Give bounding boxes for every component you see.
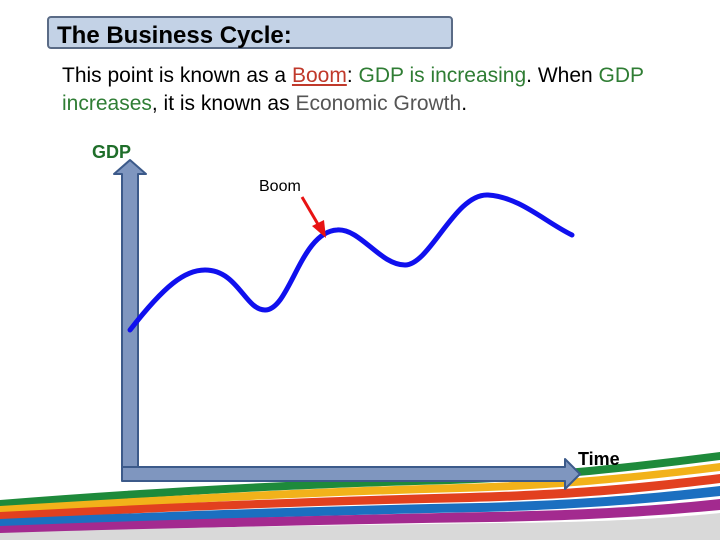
- title-box: The Business Cycle:: [47, 16, 453, 49]
- x-axis-label: Time: [578, 449, 620, 469]
- y-axis-arrow: [113, 159, 147, 473]
- economic-growth-term: Economic Growth: [295, 92, 462, 115]
- body-text-part4: , it is known as: [151, 92, 296, 115]
- body-text-part3: . When: [526, 64, 599, 87]
- body-text-part5: .: [461, 92, 468, 115]
- boom-arrow: [300, 196, 326, 238]
- body-text: This point is known as a Boom: GDP is in…: [62, 62, 702, 118]
- boom-term: Boom: [291, 64, 347, 87]
- gdp-curve: [127, 192, 575, 333]
- boom-annotation: Boom: [259, 178, 301, 195]
- x-axis-arrow: [121, 458, 581, 490]
- gdp-increases-text: GDP increases: [62, 64, 644, 115]
- y-axis-label: GDP: [92, 142, 132, 162]
- body-text-part2: :: [346, 64, 359, 87]
- gdp-increasing-text: GDP is increasing: [358, 64, 527, 87]
- slide-title: The Business Cycle:: [57, 22, 292, 49]
- body-text-part1: This point is known as a: [62, 64, 292, 87]
